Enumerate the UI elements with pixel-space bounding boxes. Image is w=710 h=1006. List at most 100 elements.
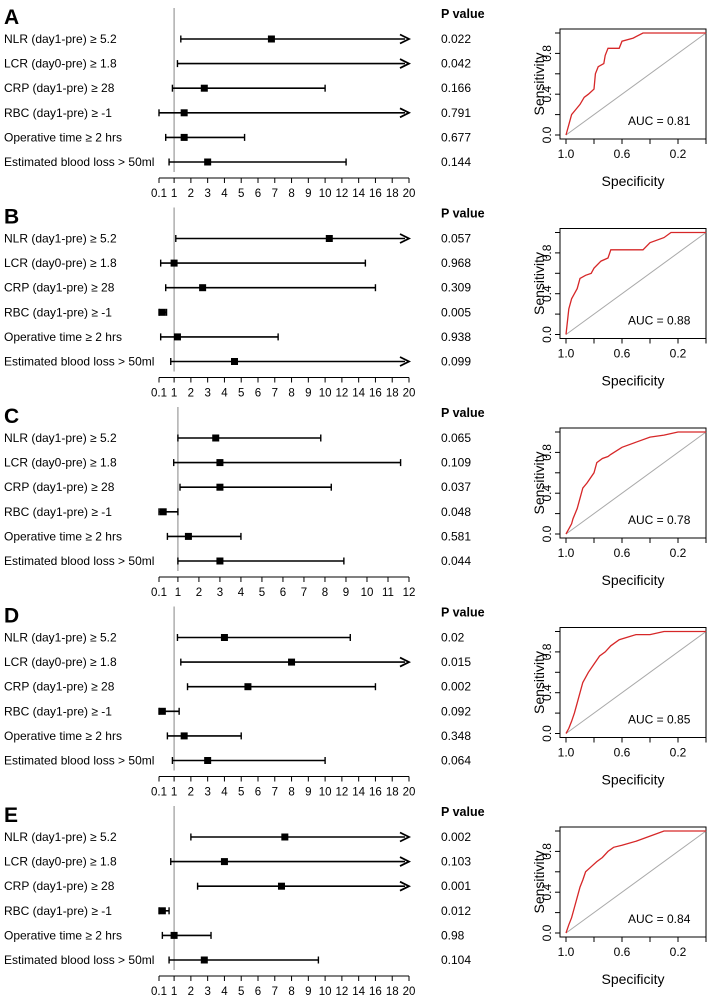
x-tick-label: 1: [175, 587, 181, 599]
roc-xlabel: Specificity: [601, 572, 664, 588]
x-tick-label: 8: [288, 787, 294, 799]
x-tick-label: 0.1: [151, 587, 167, 599]
p-value: 0.005: [441, 305, 471, 319]
x-tick-label: 0.1: [151, 787, 167, 799]
p-value: 0.109: [441, 456, 471, 470]
p-value: 0.092: [441, 704, 471, 718]
x-tick-label: 1: [171, 388, 177, 400]
row-label: NLR (day1-pre) ≥ 5.2: [4, 830, 117, 844]
p-value: 0.677: [441, 130, 471, 144]
x-tick-label: 2: [196, 587, 202, 599]
roc-x-tick-label: 1.0: [558, 746, 575, 760]
estimate-marker: [199, 284, 206, 291]
x-tick-label: 12: [403, 587, 416, 599]
pvalue-header: P value: [441, 7, 485, 21]
estimate-marker: [216, 484, 223, 491]
p-value: 0.099: [441, 355, 471, 369]
panel-letter: D: [4, 605, 19, 628]
row-label: RBC (day1-pre) ≥ -1: [4, 505, 112, 519]
x-tick-label: 8: [288, 388, 294, 400]
panel-d: DP value0.1 1 2 3 4 5 6 7 8 9 10 12 14 16 18 20NLR (day…: [4, 605, 706, 799]
x-tick-label: 18: [386, 188, 399, 200]
x-tick-label: 16: [369, 787, 382, 799]
roc-x-tick-label: 0.6: [614, 147, 631, 161]
row-label: Operative time ≥ 2 hrs: [4, 130, 122, 144]
x-tick-label: 4: [221, 986, 228, 998]
x-tick-label: 10: [319, 787, 332, 799]
p-value: 0.968: [441, 256, 471, 270]
row-label: CRP (day1-pre) ≥ 28: [4, 879, 115, 893]
row-label: CRP (day1-pre) ≥ 28: [4, 480, 115, 494]
p-value: 0.98: [441, 928, 465, 942]
estimate-marker: [326, 235, 333, 242]
roc-x-tick-label: 0.2: [670, 546, 687, 560]
estimate-marker: [174, 333, 181, 340]
x-tick-label: 5: [238, 388, 244, 400]
row-label: RBC (day1-pre) ≥ -1: [4, 106, 112, 120]
roc-x-tick-label: 0.2: [670, 945, 687, 959]
estimate-marker: [160, 508, 167, 515]
x-tick-label: 20: [403, 388, 416, 400]
roc-x-tick-label: 1.0: [558, 945, 575, 959]
x-tick-label: 4: [221, 787, 228, 799]
roc-x-tick-label: 0.6: [614, 945, 631, 959]
x-tick-label: 16: [369, 188, 382, 200]
row-label: NLR (day1-pre) ≥ 5.2: [4, 232, 117, 246]
panel-a: AP value0.1 1 2 3 4 5 6 7 8 9 10 12 14 16 18 20NLR (day…: [4, 6, 706, 200]
p-value: 0.791: [441, 106, 471, 120]
x-tick-label: 6: [255, 986, 261, 998]
row-label: LCR (day0-pre) ≥ 1.8: [4, 456, 117, 470]
pvalue-header: P value: [441, 606, 485, 620]
roc-x-tick-label: 1.0: [558, 147, 575, 161]
estimate-marker: [159, 907, 166, 914]
roc-ylabel: Sensitivity: [531, 451, 547, 514]
auc-label: AUC = 0.84: [628, 912, 691, 926]
roc-xlabel: Specificity: [601, 373, 664, 389]
x-tick-label: 3: [204, 986, 210, 998]
roc-x-tick-label: 0.2: [670, 746, 687, 760]
row-label: Estimated blood loss > 50ml: [4, 554, 154, 568]
estimate-marker: [268, 36, 275, 43]
estimate-marker: [171, 260, 178, 267]
estimate-marker: [278, 883, 285, 890]
p-value: 0.012: [441, 904, 471, 918]
p-value: 0.348: [441, 729, 471, 743]
p-value: 0.02: [441, 631, 465, 645]
roc-xlabel: Specificity: [601, 173, 664, 189]
row-label: LCR (day0-pre) ≥ 1.8: [4, 855, 117, 869]
x-tick-label: 4: [221, 388, 228, 400]
x-tick-label: 7: [272, 787, 278, 799]
x-tick-label: 8: [288, 188, 294, 200]
row-label: Estimated blood loss > 50ml: [4, 355, 154, 369]
row-label: Operative time ≥ 2 hrs: [4, 529, 122, 543]
x-tick-label: 5: [259, 587, 265, 599]
auc-label: AUC = 0.85: [628, 713, 691, 727]
row-label: NLR (day1-pre) ≥ 5.2: [4, 431, 117, 445]
pvalue-header: P value: [441, 207, 485, 221]
x-tick-label: 1: [171, 787, 177, 799]
p-value: 0.002: [441, 830, 471, 844]
roc-x-tick-label: 0.2: [670, 347, 687, 361]
estimate-marker: [201, 957, 208, 964]
estimate-marker: [181, 732, 188, 739]
row-label: Operative time ≥ 2 hrs: [4, 330, 122, 344]
x-tick-label: 5: [238, 787, 244, 799]
row-label: CRP (day1-pre) ≥ 28: [4, 81, 115, 95]
estimate-marker: [204, 159, 211, 166]
x-tick-label: 9: [305, 986, 311, 998]
x-tick-label: 14: [352, 986, 365, 998]
estimate-marker: [288, 659, 295, 666]
row-label: CRP (day1-pre) ≥ 28: [4, 680, 115, 694]
pvalue-header: P value: [441, 406, 485, 420]
roc-y-tick-label: 0.0: [540, 525, 554, 542]
x-tick-label: 6: [280, 587, 286, 599]
estimate-marker: [216, 459, 223, 466]
x-tick-label: 5: [238, 986, 244, 998]
x-tick-label: 7: [272, 388, 278, 400]
x-tick-label: 12: [335, 787, 348, 799]
roc-ylabel: Sensitivity: [531, 252, 547, 315]
row-label: LCR (day0-pre) ≥ 1.8: [4, 57, 117, 71]
roc-x-tick-label: 0.2: [670, 147, 687, 161]
